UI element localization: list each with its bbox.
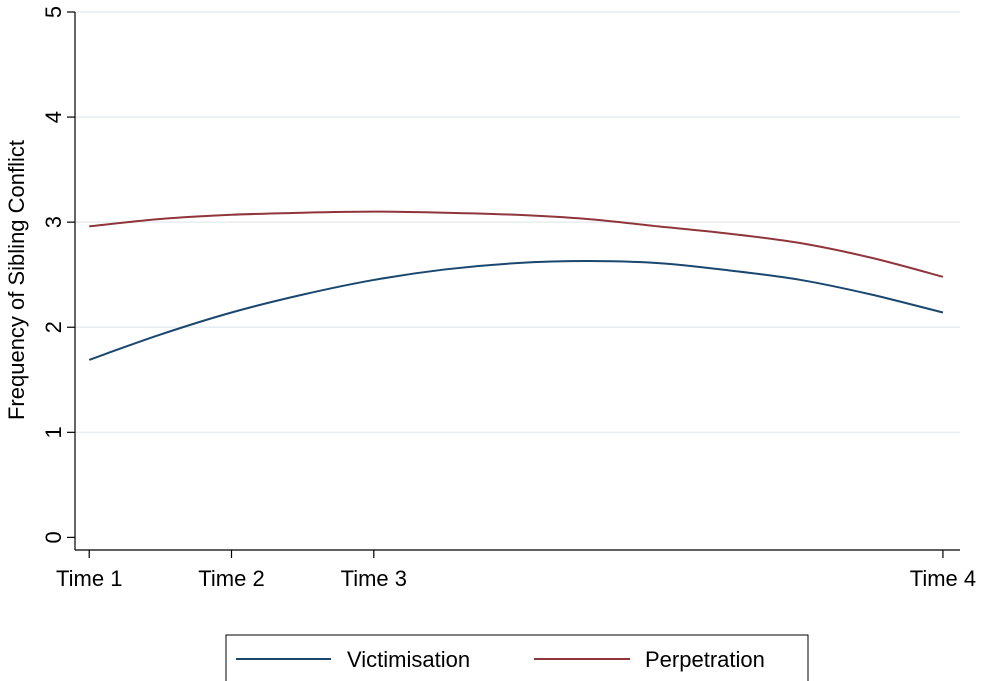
series-lines: [88, 210, 944, 361]
x-axis-ticks: Time 1 Time 2 Time 3 Time 4: [56, 550, 976, 591]
legend-label-victimisation: Victimisation: [347, 647, 470, 672]
x-tick-label-4: Time 4: [910, 566, 976, 591]
y-tick-label-0: 0: [41, 531, 66, 543]
series-line-perpetration: [89, 210, 944, 278]
legend-box: [225, 634, 809, 681]
y-tick-label-4: 4: [41, 111, 66, 123]
series-line-victimisation: [88, 260, 944, 361]
y-axis-ticks: 0 1 2 3 4 5: [41, 6, 75, 544]
y-tick-label-2: 2: [41, 321, 66, 333]
y-tick-label-5: 5: [41, 6, 66, 18]
legend: Victimisation Perpetration: [225, 634, 809, 681]
x-tick-label-2: Time 2: [198, 566, 264, 591]
legend-label-perpetration: Perpetration: [645, 647, 765, 672]
x-tick-label-1: Time 1: [56, 566, 122, 591]
x-tick-label-3: Time 3: [341, 566, 407, 591]
y-tick-label-1: 1: [41, 426, 66, 438]
y-axis-title: Frequency of Sibling Conflict: [4, 140, 29, 420]
grid-lines: [75, 11, 960, 434]
y-tick-label-3: 3: [41, 216, 66, 228]
